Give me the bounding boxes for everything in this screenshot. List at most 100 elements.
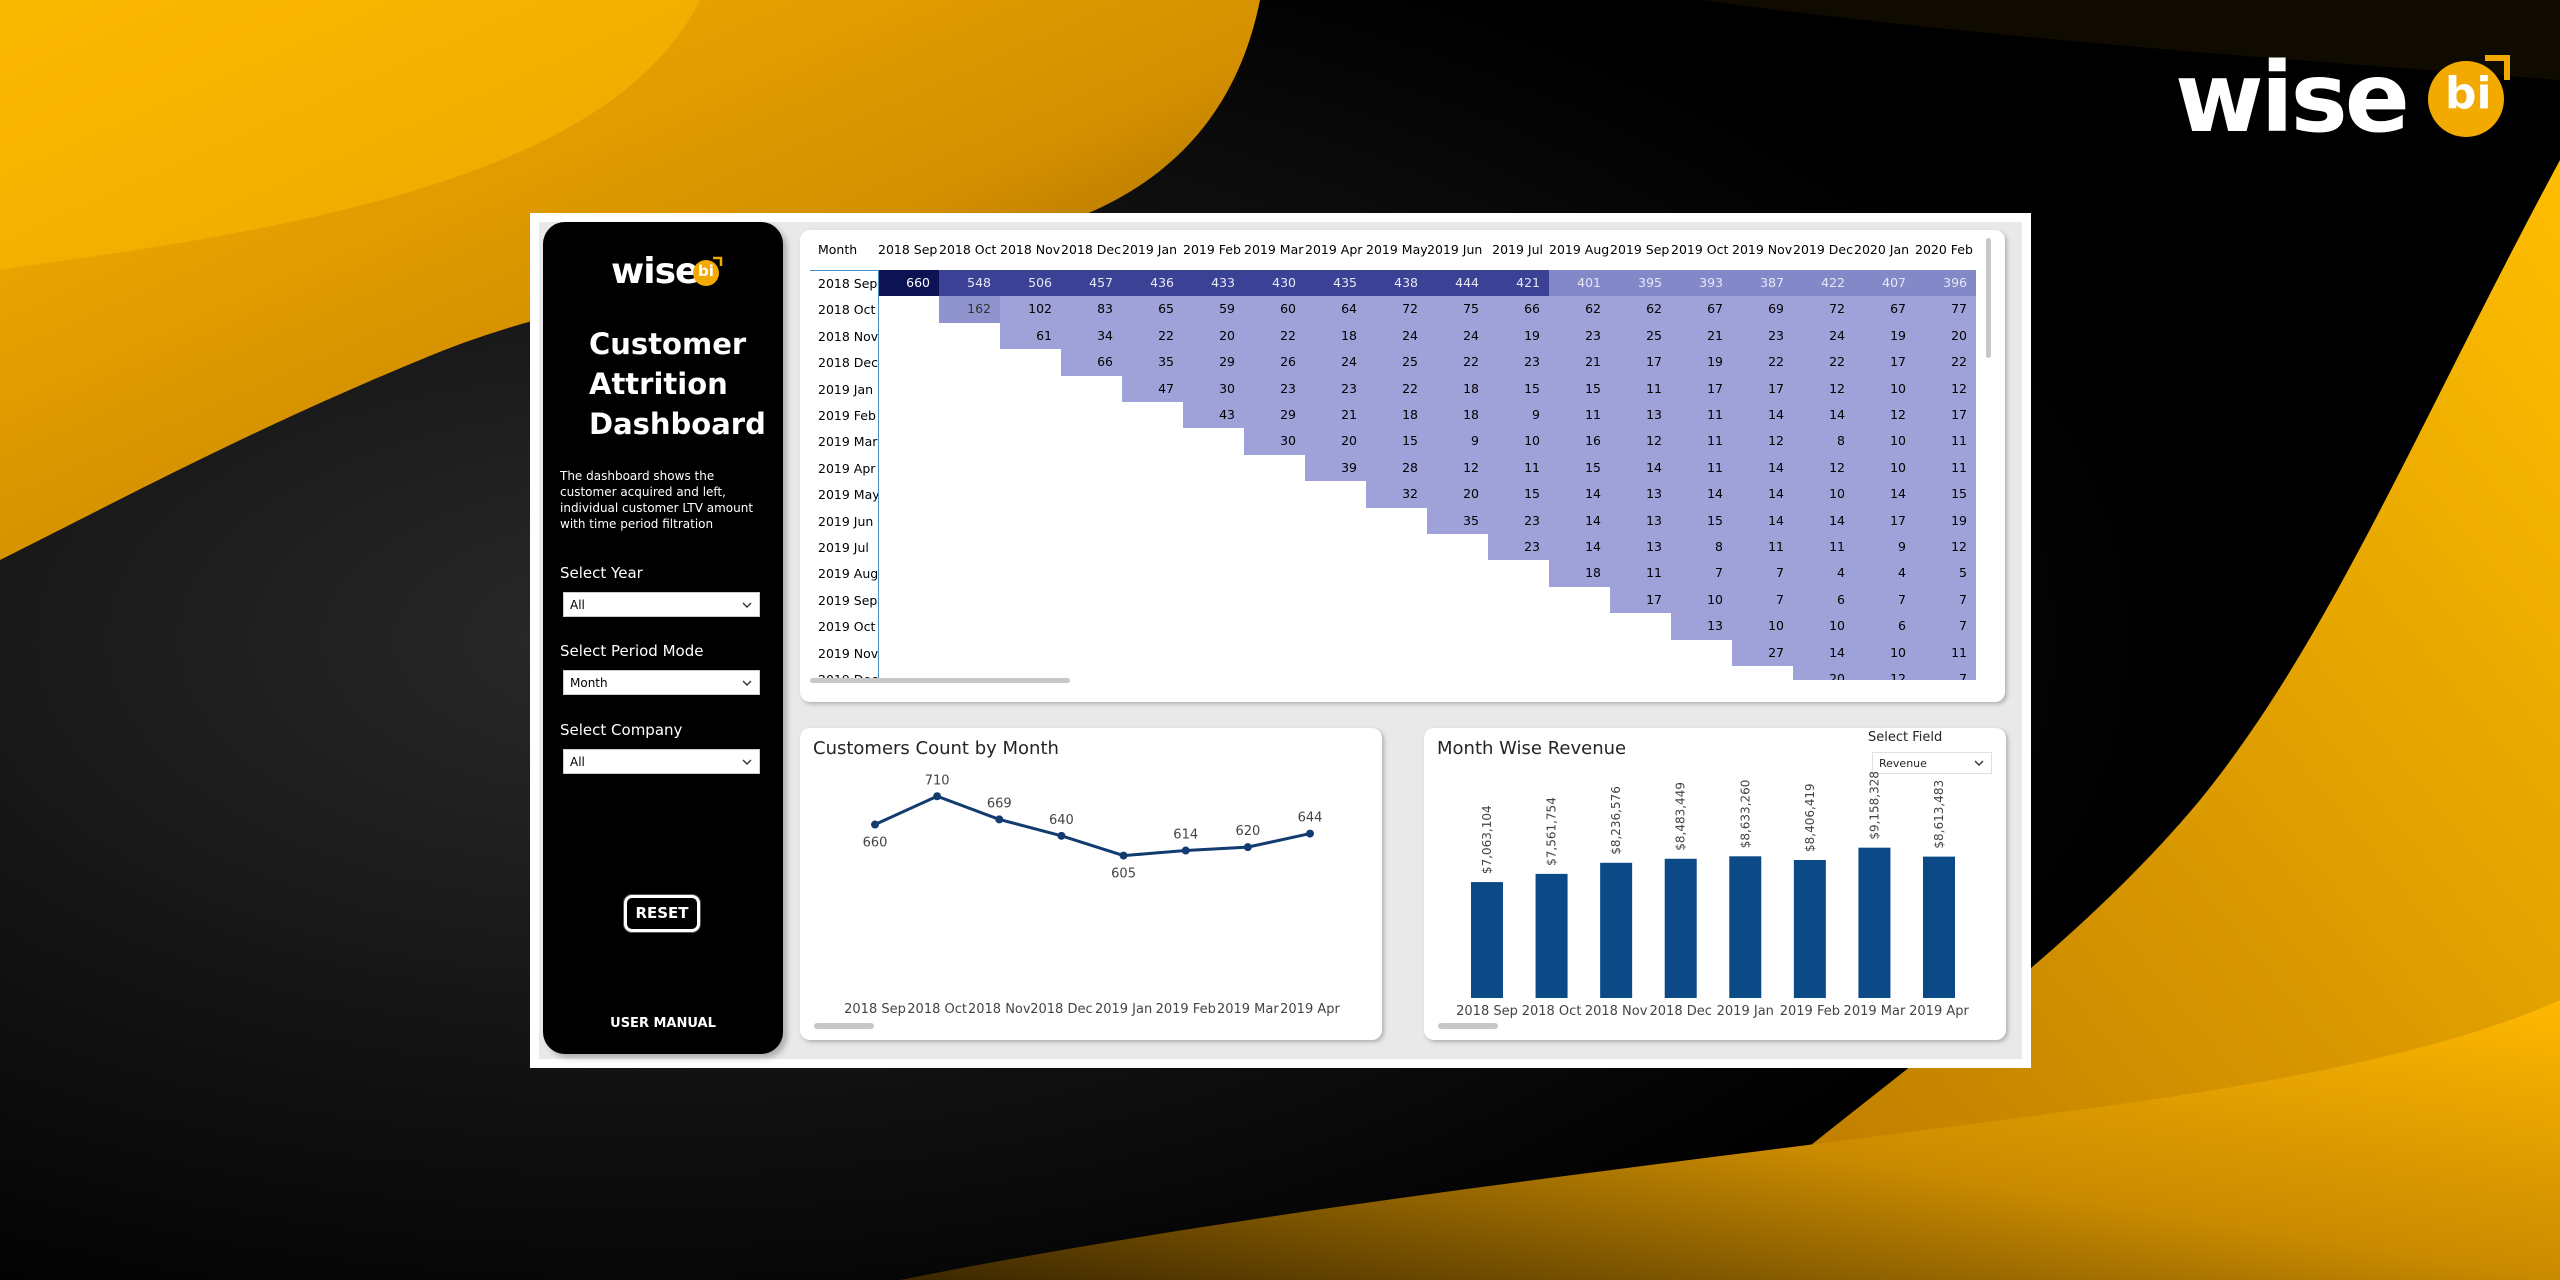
revenue-chart-scrollbar[interactable] (1438, 1023, 1498, 1029)
matrix-horizontal-scrollbar[interactable] (810, 678, 1070, 683)
matrix-cell[interactable]: 12 (1610, 428, 1671, 455)
matrix-cell[interactable]: 7 (1671, 560, 1732, 587)
matrix-cell[interactable]: 10 (1854, 428, 1915, 455)
matrix-cell[interactable]: 62 (1610, 296, 1671, 323)
matrix-cell[interactable]: 64 (1305, 296, 1366, 323)
matrix-cell[interactable]: 11 (1610, 560, 1671, 587)
matrix-cell[interactable]: 10 (1732, 613, 1793, 640)
matrix-cell[interactable]: 10 (1671, 586, 1732, 614)
matrix-cell[interactable]: 67 (1854, 296, 1915, 323)
matrix-cell[interactable]: 23 (1488, 534, 1549, 561)
matrix-cell[interactable]: 23 (1732, 322, 1793, 350)
matrix-cell[interactable]: 19 (1854, 322, 1915, 350)
matrix-cell[interactable]: 14 (1854, 481, 1915, 508)
matrix-cell[interactable]: 444 (1427, 270, 1488, 297)
matrix-cell[interactable]: 12 (1915, 534, 1976, 561)
matrix-cell[interactable]: 66 (1488, 296, 1549, 323)
matrix-cell[interactable]: 7 (1854, 586, 1915, 614)
matrix-cell[interactable]: 13 (1610, 481, 1671, 508)
matrix-cell[interactable]: 34 (1061, 322, 1122, 350)
matrix-cell[interactable]: 20 (1183, 322, 1244, 350)
matrix-cell[interactable]: 22 (1366, 375, 1427, 402)
matrix-cell[interactable]: 7 (1915, 666, 1976, 680)
select-field-dropdown[interactable]: Revenue (1872, 752, 1992, 774)
matrix-cell[interactable]: 26 (1244, 349, 1305, 376)
reset-button[interactable]: RESET (624, 895, 700, 932)
matrix-cell[interactable]: 11 (1915, 639, 1976, 666)
matrix-cell[interactable]: 14 (1610, 454, 1671, 482)
matrix-cell[interactable]: 62 (1549, 296, 1610, 323)
matrix-cell[interactable]: 28 (1366, 454, 1427, 482)
matrix-cell[interactable]: 13 (1610, 402, 1671, 429)
matrix-cell[interactable]: 39 (1305, 454, 1366, 482)
matrix-cell[interactable]: 7 (1915, 586, 1976, 614)
matrix-cell[interactable]: 24 (1366, 322, 1427, 350)
matrix-cell[interactable]: 69 (1732, 296, 1793, 323)
matrix-cell[interactable]: 72 (1793, 296, 1854, 323)
matrix-cell[interactable]: 22 (1122, 322, 1183, 350)
matrix-cell[interactable]: 20 (1915, 322, 1976, 350)
matrix-cell[interactable]: 438 (1366, 270, 1427, 297)
matrix-cell[interactable]: 11 (1671, 428, 1732, 455)
matrix-cell[interactable]: 65 (1122, 296, 1183, 323)
matrix-cell[interactable]: 11 (1915, 428, 1976, 455)
matrix-cell[interactable]: 20 (1305, 428, 1366, 455)
matrix-cell[interactable]: 19 (1671, 349, 1732, 376)
matrix-cell[interactable]: 11 (1732, 534, 1793, 561)
matrix-cell[interactable]: 14 (1732, 402, 1793, 429)
matrix-cell[interactable]: 22 (1244, 322, 1305, 350)
matrix-cell[interactable]: 14 (1793, 402, 1854, 429)
matrix-cell[interactable]: 13 (1671, 613, 1732, 640)
matrix-cell[interactable]: 10 (1488, 428, 1549, 455)
matrix-cell[interactable]: 24 (1305, 349, 1366, 376)
matrix-cell[interactable]: 14 (1549, 534, 1610, 561)
matrix-cell[interactable]: 14 (1549, 507, 1610, 534)
matrix-cell[interactable]: 21 (1671, 322, 1732, 350)
matrix-cell[interactable]: 60 (1244, 296, 1305, 323)
matrix-cell[interactable]: 457 (1061, 270, 1122, 297)
matrix-cell[interactable]: 22 (1793, 349, 1854, 376)
matrix-cell[interactable]: 21 (1305, 402, 1366, 429)
matrix-cell[interactable]: 17 (1854, 507, 1915, 534)
matrix-cell[interactable]: 433 (1183, 270, 1244, 297)
matrix-cell[interactable]: 59 (1183, 296, 1244, 323)
matrix-cell[interactable]: 29 (1244, 402, 1305, 429)
matrix-cell[interactable]: 10 (1854, 639, 1915, 666)
matrix-cell[interactable]: 15 (1488, 481, 1549, 508)
matrix-cell[interactable]: 401 (1549, 270, 1610, 297)
matrix-cell[interactable]: 12 (1427, 454, 1488, 482)
matrix-cell[interactable]: 83 (1061, 296, 1122, 323)
matrix-cell[interactable]: 22 (1915, 349, 1976, 376)
matrix-cell[interactable]: 23 (1305, 375, 1366, 402)
matrix-cell[interactable]: 18 (1549, 560, 1610, 587)
matrix-cell[interactable]: 77 (1915, 296, 1976, 323)
matrix-cell[interactable]: 422 (1793, 270, 1854, 297)
user-manual-link[interactable]: USER MANUAL (610, 1016, 716, 1031)
matrix-cell[interactable]: 15 (1671, 507, 1732, 534)
matrix-cell[interactable]: 66 (1061, 349, 1122, 376)
matrix-cell[interactable]: 35 (1427, 507, 1488, 534)
matrix-cell[interactable]: 20 (1793, 666, 1854, 680)
matrix-cell[interactable]: 14 (1732, 481, 1793, 508)
matrix-cell[interactable]: 15 (1549, 375, 1610, 402)
matrix-cell[interactable]: 15 (1549, 454, 1610, 482)
matrix-cell[interactable]: 17 (1915, 402, 1976, 429)
matrix-cell[interactable]: 9 (1488, 402, 1549, 429)
matrix-cell[interactable]: 430 (1244, 270, 1305, 297)
matrix-cell[interactable]: 10 (1793, 481, 1854, 508)
matrix-cell[interactable]: 19 (1915, 507, 1976, 534)
matrix-cell[interactable]: 6 (1793, 586, 1854, 614)
matrix-cell[interactable]: 19 (1488, 322, 1549, 350)
matrix-cell[interactable]: 43 (1183, 402, 1244, 429)
matrix-cell[interactable]: 15 (1915, 481, 1976, 508)
matrix-cell[interactable]: 7 (1732, 560, 1793, 587)
matrix-cell[interactable]: 15 (1366, 428, 1427, 455)
matrix-cell[interactable]: 10 (1793, 613, 1854, 640)
matrix-cell[interactable]: 436 (1122, 270, 1183, 297)
matrix-cell[interactable]: 23 (1488, 349, 1549, 376)
matrix-cell[interactable]: 11 (1549, 402, 1610, 429)
matrix-cell[interactable]: 4 (1793, 560, 1854, 587)
matrix-cell[interactable]: 11 (1671, 454, 1732, 482)
matrix-cell[interactable]: 25 (1366, 349, 1427, 376)
matrix-cell[interactable]: 393 (1671, 270, 1732, 297)
